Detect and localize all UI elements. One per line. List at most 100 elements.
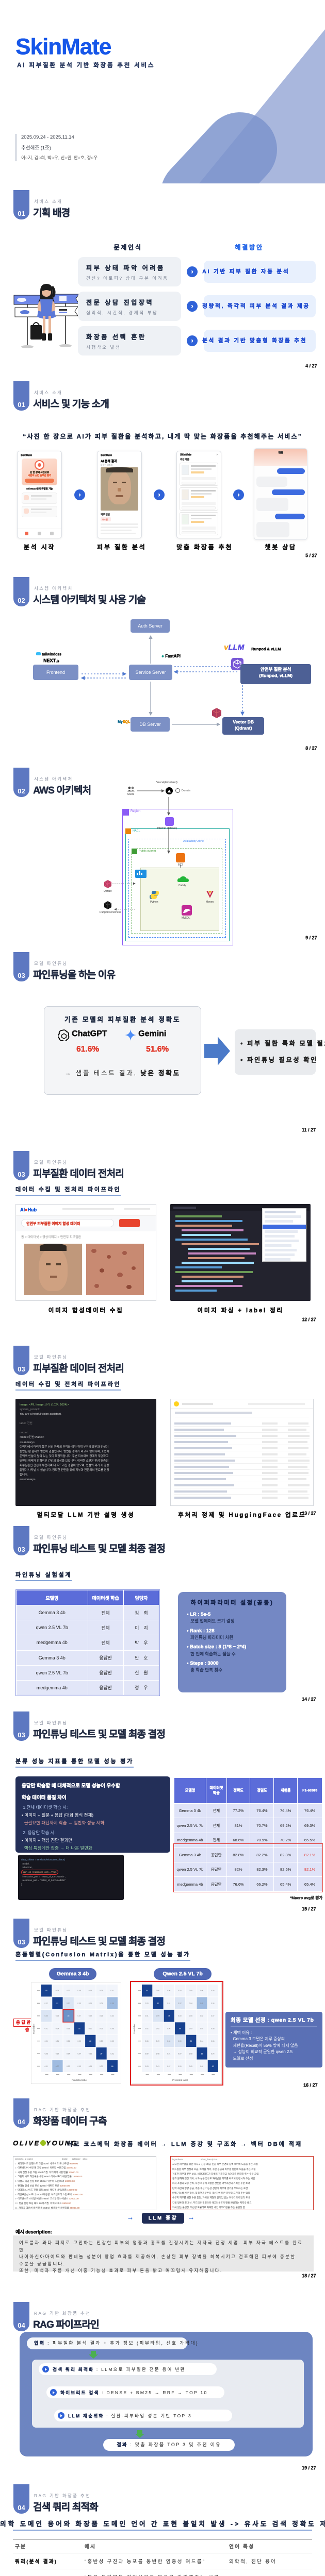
svg-text:0.02: 0.02 <box>178 2003 181 2005</box>
svg-text:0.02: 0.02 <box>156 2028 159 2030</box>
svg-text:0.08: 0.08 <box>67 2028 70 2030</box>
svg-text:0.06: 0.06 <box>211 2040 214 2042</box>
svg-text:Predicted label: Predicted label <box>172 2079 188 2081</box>
svg-text:0.00: 0.00 <box>77 2040 80 2042</box>
svg-text:0.06: 0.06 <box>77 2003 80 2005</box>
svg-text:0.09: 0.09 <box>200 2003 203 2005</box>
svg-text:.85: .85 <box>190 2040 192 2042</box>
svg-text:0.09: 0.09 <box>77 1990 80 1992</box>
svg-text:0.04: 0.04 <box>67 2053 70 2055</box>
svg-text:0.02: 0.02 <box>200 2015 203 2017</box>
svg-text:0.04: 0.04 <box>77 2053 80 2055</box>
svg-text:0.06: 0.06 <box>156 1990 159 1992</box>
svg-text:0.09: 0.09 <box>189 1990 192 1992</box>
svg-text:.88: .88 <box>89 2040 92 2042</box>
svg-text:0.05: 0.05 <box>100 2028 103 2030</box>
svg-text:Predicted label: Predicted label <box>72 2079 87 2081</box>
svg-text:.92: .92 <box>78 2028 80 2030</box>
svg-text:0.06: 0.06 <box>44 2053 47 2055</box>
svg-text:0.00: 0.00 <box>167 2040 170 2042</box>
svg-text:0.07: 0.07 <box>178 2053 181 2055</box>
svg-text:0.02: 0.02 <box>44 2003 47 2005</box>
svg-text:0.07: 0.07 <box>77 2015 80 2017</box>
svg-text:.83: .83 <box>212 2065 214 2067</box>
svg-text:0.00: 0.00 <box>178 2040 181 2042</box>
svg-text:0.00: 0.00 <box>178 1990 181 1992</box>
svg-text:.78: .78 <box>168 2015 170 2017</box>
svg-text:0.02: 0.02 <box>200 2065 203 2067</box>
svg-text:0.04: 0.04 <box>110 2015 113 2017</box>
svg-text:0.01: 0.01 <box>145 2015 148 2017</box>
svg-text:0.04: 0.04 <box>189 2003 192 2005</box>
svg-text:0.03: 0.03 <box>56 2015 59 2017</box>
svg-text:0.07: 0.07 <box>167 2065 170 2067</box>
svg-text:0.08: 0.08 <box>156 2053 159 2055</box>
svg-text:0.00: 0.00 <box>67 2003 70 2005</box>
svg-text:0.03: 0.03 <box>77 2065 80 2067</box>
svg-text:0.04: 0.04 <box>211 2053 214 2055</box>
svg-text:0.09: 0.09 <box>156 2040 159 2042</box>
svg-text:0.01: 0.01 <box>44 2065 47 2067</box>
svg-text:0.06: 0.06 <box>89 2053 92 2055</box>
svg-text:0.04: 0.04 <box>200 2040 203 2042</box>
svg-text:0.01: 0.01 <box>44 2028 47 2030</box>
svg-text:0.09: 0.09 <box>189 2028 192 2030</box>
svg-text:0.05: 0.05 <box>189 2065 192 2067</box>
svg-text:0.04: 0.04 <box>167 2028 170 2030</box>
svg-text:.55: .55 <box>67 2015 70 2017</box>
svg-text:0.00: 0.00 <box>44 2015 47 2017</box>
svg-text:0.00: 0.00 <box>200 1990 203 1992</box>
svg-text:0.03: 0.03 <box>200 2028 203 2030</box>
svg-text:0.01: 0.01 <box>167 2053 170 2055</box>
svg-text:0.01: 0.01 <box>44 2040 47 2042</box>
svg-text:0.08: 0.08 <box>110 2003 113 2005</box>
svg-text:0.09: 0.09 <box>156 2015 159 2017</box>
svg-text:0.01: 0.01 <box>156 2065 159 2067</box>
svg-text:.85: .85 <box>45 1990 47 1992</box>
svg-text:0.04: 0.04 <box>211 2003 214 2005</box>
svg-text:0.09: 0.09 <box>145 2053 148 2055</box>
svg-text:0.03: 0.03 <box>145 2065 148 2067</box>
svg-text:True label: True label <box>32 2024 35 2034</box>
svg-text:.84: .84 <box>145 1990 148 1992</box>
svg-text:0.02: 0.02 <box>100 2065 103 2067</box>
svg-text:0.08: 0.08 <box>211 2028 214 2030</box>
svg-text:0.04: 0.04 <box>67 2040 70 2042</box>
svg-text:0.02: 0.02 <box>67 2065 70 2067</box>
svg-text:.80: .80 <box>157 2003 159 2005</box>
svg-text:0.08: 0.08 <box>56 1990 59 1992</box>
svg-text:0.01: 0.01 <box>110 1990 113 1992</box>
svg-text:.82: .82 <box>201 2053 203 2055</box>
svg-text:0.06: 0.06 <box>145 2040 148 2042</box>
svg-text:0.05: 0.05 <box>189 2015 192 2017</box>
svg-text:True label: True label <box>133 2024 136 2034</box>
svg-text:0.09: 0.09 <box>100 1990 103 1992</box>
svg-text:0.00: 0.00 <box>110 2040 113 2042</box>
svg-text:0.06: 0.06 <box>167 1990 170 1992</box>
svg-text:0.01: 0.01 <box>167 2003 170 2005</box>
svg-text:0.09: 0.09 <box>89 2003 92 2005</box>
svg-text:0.01: 0.01 <box>56 2040 59 2042</box>
svg-text:0.00: 0.00 <box>178 2065 181 2067</box>
svg-text:.82: .82 <box>56 2003 59 2005</box>
svg-text:0.09: 0.09 <box>89 2015 92 2017</box>
svg-text:0.02: 0.02 <box>145 2028 148 2030</box>
svg-text:.88: .88 <box>178 2028 181 2030</box>
svg-text:0.04: 0.04 <box>56 2028 59 2030</box>
svg-text:0.08: 0.08 <box>89 1990 92 1992</box>
svg-text:0.08: 0.08 <box>100 2015 103 2017</box>
svg-text:.80: .80 <box>100 2053 103 2055</box>
svg-text:0.03: 0.03 <box>89 2065 92 2067</box>
svg-text:0.00: 0.00 <box>100 2040 103 2042</box>
svg-text:0.06: 0.06 <box>211 1990 214 1992</box>
svg-text:0.09: 0.09 <box>145 2003 148 2005</box>
svg-text:.86: .86 <box>111 2065 113 2067</box>
svg-text:0.01: 0.01 <box>89 2028 92 2030</box>
svg-text:0.09: 0.09 <box>189 2053 192 2055</box>
svg-text:0.07: 0.07 <box>56 2065 59 2067</box>
svg-text:0.09: 0.09 <box>100 2003 103 2005</box>
svg-text:0.07: 0.07 <box>67 1990 70 1992</box>
svg-text:0.07: 0.07 <box>211 2015 214 2017</box>
svg-text:0.08: 0.08 <box>110 2028 113 2030</box>
svg-text:0.00: 0.00 <box>178 2015 181 2017</box>
